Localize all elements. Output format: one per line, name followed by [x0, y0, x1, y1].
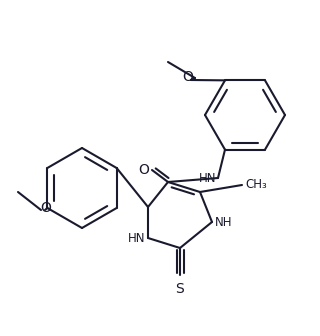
Text: O: O — [139, 163, 149, 177]
Text: CH₃: CH₃ — [245, 178, 267, 192]
Text: HN: HN — [127, 232, 145, 245]
Text: S: S — [176, 282, 184, 296]
Text: HN: HN — [198, 171, 216, 184]
Text: O: O — [41, 201, 52, 215]
Text: NH: NH — [215, 215, 233, 228]
Text: O: O — [183, 70, 193, 84]
